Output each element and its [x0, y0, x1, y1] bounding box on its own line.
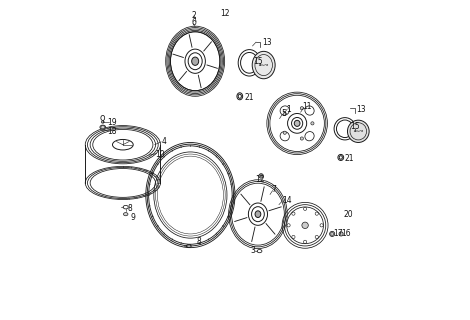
Text: 20: 20: [344, 210, 353, 219]
Text: 10: 10: [156, 150, 165, 159]
Text: Acura: Acura: [258, 63, 269, 67]
Ellipse shape: [339, 232, 343, 236]
Ellipse shape: [329, 231, 335, 236]
Text: 18: 18: [108, 127, 117, 136]
Text: 16: 16: [341, 229, 351, 238]
Text: 1: 1: [286, 105, 291, 114]
Text: 8: 8: [128, 204, 133, 213]
Text: 21: 21: [345, 154, 354, 163]
Ellipse shape: [124, 212, 128, 216]
Text: 15: 15: [253, 57, 263, 66]
Ellipse shape: [252, 51, 275, 79]
Ellipse shape: [347, 120, 369, 142]
Text: 14: 14: [282, 196, 292, 205]
Text: 13: 13: [356, 105, 366, 114]
Text: 3: 3: [251, 246, 255, 255]
Text: 13: 13: [262, 38, 272, 47]
Text: 15: 15: [350, 122, 360, 131]
Ellipse shape: [311, 122, 314, 125]
Text: 2: 2: [192, 11, 197, 20]
Ellipse shape: [283, 131, 286, 134]
Text: 19: 19: [108, 118, 117, 127]
Text: 12: 12: [220, 9, 230, 18]
Text: 12: 12: [255, 175, 264, 184]
Text: 6: 6: [192, 19, 197, 28]
Ellipse shape: [283, 112, 286, 116]
Ellipse shape: [294, 120, 300, 126]
Ellipse shape: [255, 211, 261, 218]
Text: 11: 11: [302, 102, 312, 111]
Ellipse shape: [192, 57, 199, 65]
Ellipse shape: [300, 107, 304, 110]
Text: 9: 9: [131, 213, 135, 222]
Ellipse shape: [302, 222, 308, 228]
Ellipse shape: [259, 174, 263, 178]
Text: 21: 21: [244, 93, 254, 102]
Text: 8: 8: [197, 237, 202, 246]
Text: 17: 17: [333, 229, 343, 238]
Text: 5: 5: [281, 109, 286, 118]
Ellipse shape: [100, 125, 106, 129]
Text: 7: 7: [271, 186, 276, 195]
Text: 4: 4: [162, 137, 166, 146]
Text: Acura: Acura: [353, 129, 363, 133]
Ellipse shape: [300, 137, 304, 140]
